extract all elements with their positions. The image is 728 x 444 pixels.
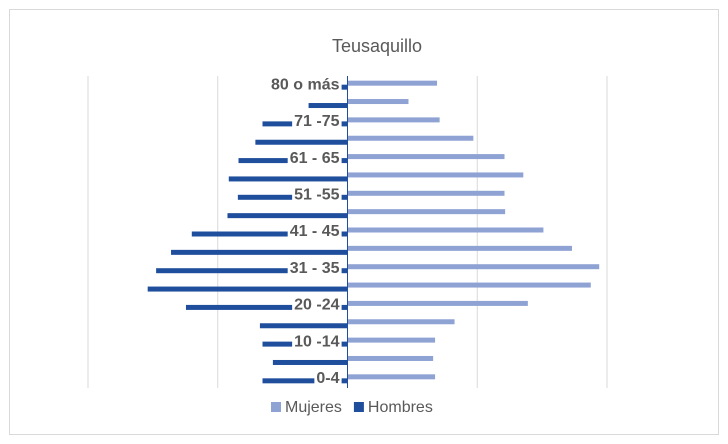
y-tick-label: 41 - 45	[290, 223, 340, 240]
y-tick-label: 20 -24	[294, 297, 339, 314]
bar	[262, 378, 348, 384]
bar	[308, 103, 348, 109]
bar	[171, 249, 348, 255]
legend-swatch	[271, 402, 281, 412]
label-background	[287, 223, 342, 241]
legend-label: Hombres	[368, 399, 433, 416]
y-tick-label: 51 -55	[294, 187, 339, 204]
bar	[347, 319, 455, 325]
label-background	[269, 76, 342, 94]
bar	[347, 172, 524, 178]
y-tick-label: 61 - 65	[290, 150, 340, 167]
bar	[347, 300, 528, 306]
bar	[347, 117, 440, 123]
label-background	[292, 186, 342, 204]
bar	[227, 213, 348, 219]
chart-border	[9, 9, 719, 435]
bar	[272, 359, 348, 365]
bar	[347, 135, 474, 141]
bar	[156, 268, 348, 274]
y-tick-label: 31 - 35	[290, 260, 340, 277]
legend-label: Mujeres	[285, 399, 342, 416]
label-background	[287, 149, 342, 167]
bar	[347, 209, 506, 215]
bar	[347, 190, 505, 196]
bar	[259, 323, 348, 329]
bar	[347, 337, 436, 343]
bar	[255, 139, 348, 145]
y-tick-label: 0-4	[316, 370, 339, 387]
bar	[191, 231, 348, 237]
legend-swatch	[353, 402, 364, 412]
bar	[347, 80, 438, 86]
label-background	[287, 259, 342, 277]
bar	[185, 304, 348, 310]
label-background	[292, 296, 342, 314]
label-background	[292, 113, 342, 131]
y-tick-label: 71 -75	[294, 113, 339, 130]
bar	[347, 245, 572, 251]
bar	[347, 374, 436, 380]
label-background	[292, 333, 342, 351]
y-tick-label: 10 -14	[294, 333, 339, 350]
bar	[347, 154, 505, 160]
bar	[347, 99, 409, 105]
bar	[347, 355, 434, 361]
bar	[347, 264, 600, 270]
bar	[347, 227, 544, 233]
chart-title: Teusaquillo	[332, 36, 422, 56]
label-background	[314, 370, 342, 388]
bar	[228, 176, 348, 182]
bar	[347, 282, 591, 288]
y-tick-label: 80 o más	[271, 76, 340, 93]
bar	[147, 286, 348, 292]
